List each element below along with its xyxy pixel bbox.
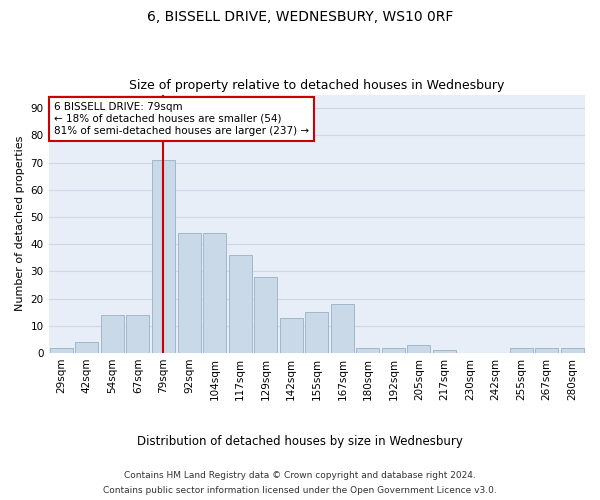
- Bar: [356, 348, 379, 353]
- Bar: [50, 348, 73, 353]
- Bar: [152, 160, 175, 353]
- Bar: [280, 318, 303, 353]
- Text: Distribution of detached houses by size in Wednesbury: Distribution of detached houses by size …: [137, 435, 463, 448]
- Bar: [76, 342, 98, 353]
- Bar: [561, 348, 584, 353]
- Text: Contains public sector information licensed under the Open Government Licence v3: Contains public sector information licen…: [103, 486, 497, 495]
- Text: 6, BISSELL DRIVE, WEDNESBURY, WS10 0RF: 6, BISSELL DRIVE, WEDNESBURY, WS10 0RF: [147, 10, 453, 24]
- Bar: [101, 315, 124, 353]
- Bar: [331, 304, 354, 353]
- Bar: [305, 312, 328, 353]
- Y-axis label: Number of detached properties: Number of detached properties: [15, 136, 25, 312]
- Bar: [382, 348, 405, 353]
- Title: Size of property relative to detached houses in Wednesbury: Size of property relative to detached ho…: [129, 79, 505, 92]
- Bar: [509, 348, 533, 353]
- Bar: [229, 255, 251, 353]
- Bar: [433, 350, 456, 353]
- Bar: [407, 345, 430, 353]
- Bar: [127, 315, 149, 353]
- Bar: [178, 234, 200, 353]
- Bar: [254, 277, 277, 353]
- Bar: [535, 348, 558, 353]
- Text: 6 BISSELL DRIVE: 79sqm
← 18% of detached houses are smaller (54)
81% of semi-det: 6 BISSELL DRIVE: 79sqm ← 18% of detached…: [54, 102, 309, 136]
- Text: Contains HM Land Registry data © Crown copyright and database right 2024.: Contains HM Land Registry data © Crown c…: [124, 471, 476, 480]
- Bar: [203, 234, 226, 353]
